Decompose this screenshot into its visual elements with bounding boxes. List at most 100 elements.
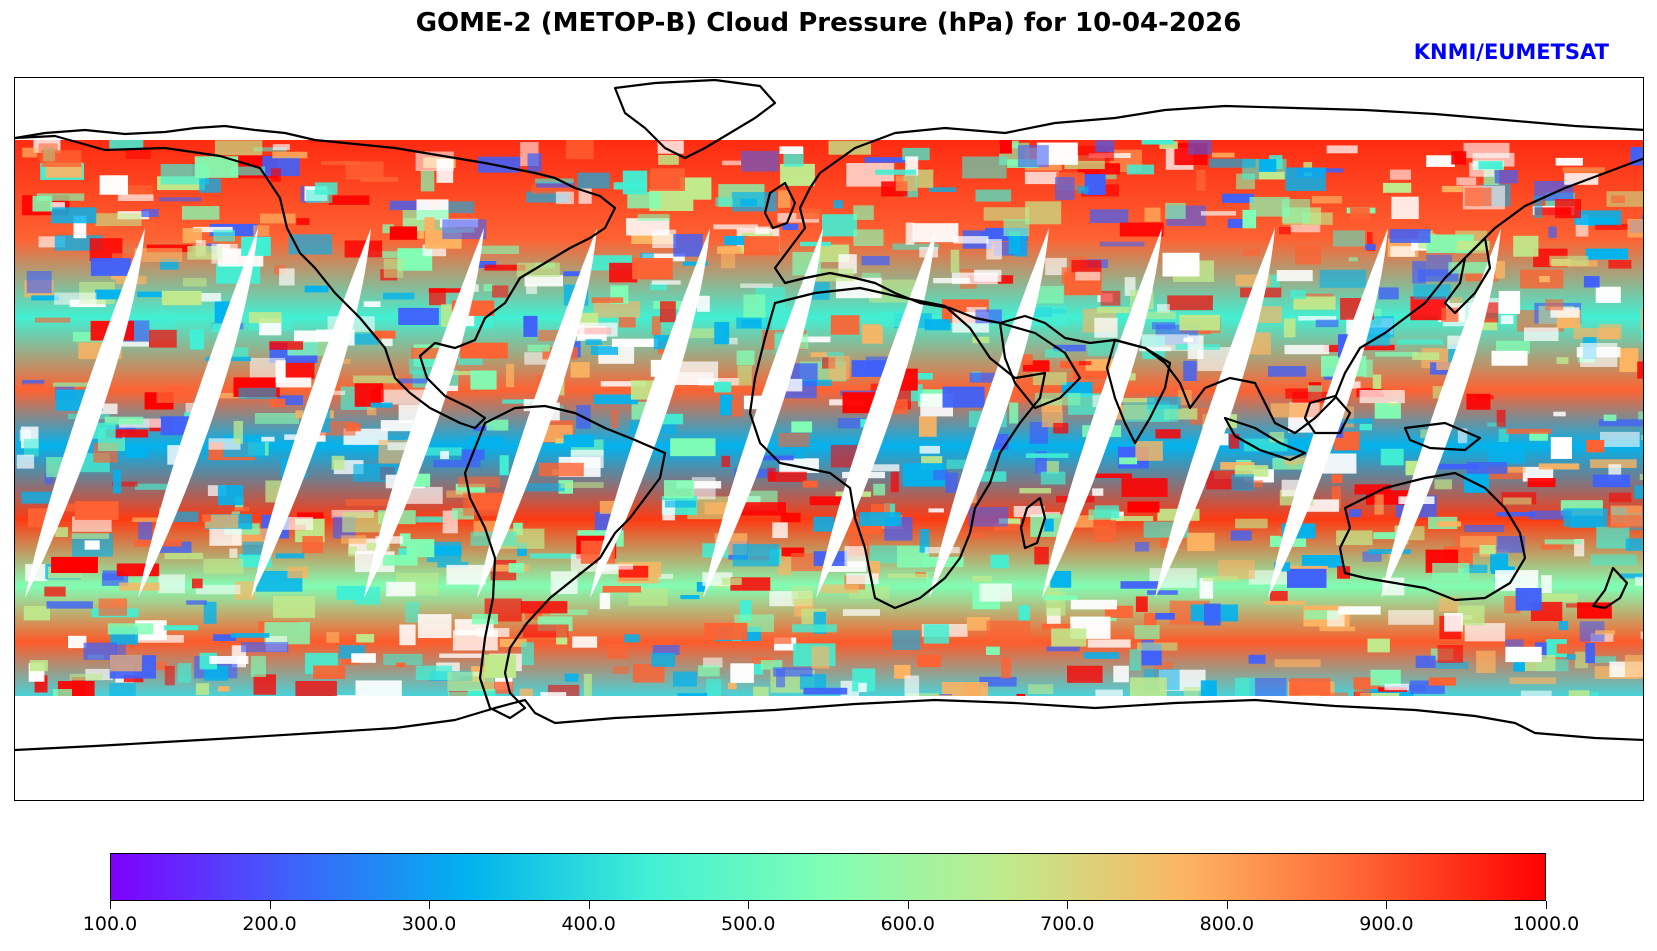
data-patch xyxy=(983,207,1030,221)
data-patch xyxy=(968,506,1008,527)
data-patch xyxy=(1045,257,1067,276)
coastline-greenland xyxy=(613,78,777,160)
data-patch xyxy=(1535,207,1572,216)
data-patch xyxy=(617,577,659,584)
data-patch xyxy=(809,496,858,506)
data-patch xyxy=(1157,304,1170,313)
data-patch xyxy=(1167,295,1213,311)
data-patch xyxy=(1465,271,1499,282)
data-patch xyxy=(1278,227,1291,235)
data-patch xyxy=(213,634,237,641)
data-patch xyxy=(902,463,946,487)
data-patch xyxy=(577,172,610,189)
data-patch xyxy=(714,322,730,345)
data-patch xyxy=(953,236,989,244)
data-patch xyxy=(929,187,957,192)
data-patch xyxy=(670,438,716,457)
data-patch xyxy=(527,344,550,352)
data-patch xyxy=(1527,478,1556,488)
data-patch xyxy=(793,336,831,343)
data-patch xyxy=(1067,665,1103,683)
data-patch xyxy=(218,686,230,692)
data-patch xyxy=(345,161,384,180)
data-patch xyxy=(189,329,204,350)
data-patch xyxy=(457,476,500,488)
data-patch xyxy=(1218,560,1255,579)
data-patch xyxy=(492,285,509,298)
data-patch xyxy=(1022,360,1050,372)
data-patch xyxy=(341,535,367,544)
data-patch xyxy=(451,508,474,520)
data-patch xyxy=(1410,296,1446,321)
data-patch xyxy=(741,150,779,172)
data-patch xyxy=(986,620,1031,644)
data-patch xyxy=(1259,171,1285,180)
data-patch xyxy=(593,301,641,318)
data-patch xyxy=(894,664,911,679)
data-patch xyxy=(159,258,179,270)
data-patch xyxy=(1608,492,1632,503)
data-patch xyxy=(1231,474,1254,491)
data-patch xyxy=(536,182,575,188)
data-patch xyxy=(1544,539,1582,545)
data-patch xyxy=(739,600,752,622)
data-patch xyxy=(1585,248,1628,260)
data-patch xyxy=(23,605,50,621)
data-patch xyxy=(272,151,308,159)
data-patch xyxy=(486,419,509,431)
data-patch xyxy=(1596,526,1630,549)
data-patch xyxy=(1289,678,1331,696)
data-patch xyxy=(1019,488,1052,494)
coastline-indonesia-west xyxy=(1223,416,1307,462)
data-patch xyxy=(1155,613,1175,620)
data-patch xyxy=(1099,241,1145,247)
data-patch xyxy=(609,262,638,283)
data-patch xyxy=(151,541,192,553)
data-patch xyxy=(1333,230,1365,247)
swath-gap xyxy=(1268,228,1388,598)
data-patch xyxy=(326,632,340,643)
data-patch xyxy=(1235,274,1271,287)
data-patch xyxy=(602,585,641,593)
data-patch xyxy=(1113,665,1129,683)
data-patch xyxy=(203,558,244,574)
data-patch xyxy=(803,687,848,695)
data-patch xyxy=(1331,474,1343,483)
data-patch xyxy=(209,656,249,664)
data-patch xyxy=(1388,610,1434,625)
data-patch xyxy=(736,350,755,366)
map-panel[interactable] xyxy=(14,77,1644,801)
data-patch xyxy=(1077,186,1089,194)
data-patch xyxy=(253,225,270,236)
data-patch xyxy=(269,341,304,350)
data-patch xyxy=(342,512,388,533)
data-patch xyxy=(1211,152,1235,158)
data-patch xyxy=(381,389,429,405)
data-patch xyxy=(524,483,565,492)
data-patch xyxy=(132,517,167,523)
data-patch xyxy=(487,564,529,572)
data-patch xyxy=(1438,596,1459,612)
data-patch xyxy=(632,664,665,683)
data-patch xyxy=(417,447,463,456)
data-patch xyxy=(698,378,740,386)
data-patch xyxy=(655,413,684,425)
data-patch xyxy=(1359,390,1405,404)
data-patch xyxy=(1363,359,1373,378)
data-patch xyxy=(16,454,35,469)
data-patch xyxy=(1460,536,1498,548)
data-patch xyxy=(1001,657,1012,679)
data-patch xyxy=(363,301,381,307)
data-patch xyxy=(1599,583,1628,592)
data-patch xyxy=(321,161,360,166)
data-patch xyxy=(665,500,697,508)
data-patch xyxy=(564,673,579,682)
data-patch xyxy=(1451,151,1467,165)
data-patch xyxy=(439,653,482,658)
data-patch xyxy=(1599,324,1622,340)
data-patch xyxy=(213,229,235,242)
data-patch xyxy=(440,451,449,460)
data-patch xyxy=(383,653,423,665)
data-patch xyxy=(1634,485,1643,499)
data-patch xyxy=(1541,575,1552,594)
